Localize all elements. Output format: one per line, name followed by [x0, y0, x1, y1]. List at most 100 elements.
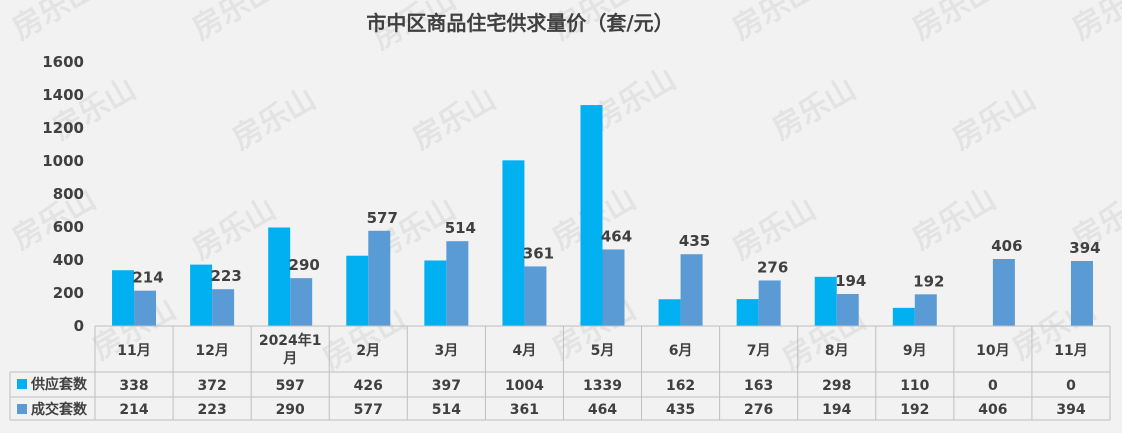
- bar-supply: [268, 227, 291, 326]
- table-cell-sales: 223: [197, 402, 226, 418]
- table-cell-supply: 0: [988, 378, 998, 394]
- bar-supply: [502, 160, 525, 326]
- table-cell-supply: 163: [744, 378, 773, 394]
- table-cell-supply: 426: [354, 378, 383, 394]
- table-cell-sales: 214: [119, 402, 148, 418]
- bar-supply: [580, 105, 603, 326]
- legend-label-sales: 成交套数: [31, 401, 88, 418]
- bar-sales: [992, 259, 1015, 326]
- category-label: 4月: [513, 343, 537, 359]
- table-cell-supply: 110: [900, 378, 929, 394]
- legend-key-sales: [17, 404, 27, 414]
- table-cell-sales: 276: [744, 402, 773, 418]
- legend-label-supply: 供应套数: [30, 376, 88, 393]
- bar-sales: [212, 289, 235, 326]
- bar-sales: [290, 278, 313, 326]
- category-label: 5月: [591, 343, 615, 359]
- table-cell-sales: 192: [900, 402, 929, 418]
- table-cell-sales: 394: [1056, 402, 1085, 418]
- y-tick-label: 1000: [42, 152, 84, 170]
- watermark-text: 房乐山: [1067, 0, 1122, 47]
- category-label: 3月: [434, 343, 458, 359]
- category-label: 2024年1 月: [259, 332, 322, 367]
- bar-supply: [736, 299, 759, 326]
- table-cell-sales: 361: [510, 402, 539, 418]
- bar-sales: [1070, 260, 1093, 326]
- bar-supply: [346, 255, 369, 326]
- category-label: 6月: [669, 343, 693, 359]
- category-label: 9月: [903, 343, 927, 359]
- bar-supply: [658, 299, 681, 326]
- data-label-sales: 276: [757, 258, 788, 276]
- y-tick-label: 1400: [42, 86, 84, 104]
- watermark-text: 房乐山: [407, 82, 502, 157]
- table-cell-supply: 372: [197, 378, 226, 394]
- bar-sales: [134, 290, 157, 326]
- bar-supply: [424, 260, 447, 326]
- table-cell-supply: 397: [432, 378, 461, 394]
- y-tick-label: 0: [74, 317, 84, 335]
- table-cell-supply: 298: [822, 378, 851, 394]
- data-label-sales: 394: [1069, 239, 1100, 257]
- category-label: 11月: [117, 343, 150, 359]
- table-cell-supply: 0: [1066, 378, 1076, 394]
- bar-supply: [112, 270, 135, 326]
- y-axis: 0 200 400 600 800 1000 1200 1400 1600: [42, 53, 84, 335]
- category-label: 12月: [195, 343, 228, 359]
- table-cell-supply: 1339: [583, 378, 622, 394]
- bar-sales: [524, 266, 547, 326]
- watermark-text: 房乐山: [7, 0, 102, 47]
- data-label-sales: 514: [445, 219, 476, 237]
- watermark-text: 房乐山: [227, 82, 322, 157]
- y-tick-label: 200: [53, 284, 84, 302]
- watermark-text: 房乐山: [767, 72, 862, 147]
- bar-sales: [680, 254, 703, 326]
- bar-sales: [602, 249, 625, 326]
- table-cell-supply: 597: [276, 378, 305, 394]
- data-label-sales: 361: [523, 244, 554, 262]
- data-label-sales: 435: [679, 232, 710, 250]
- bar-sales: [836, 293, 859, 326]
- bars: [112, 105, 1093, 326]
- data-table: 11月 12月 2024年1 月 2月 3月 4月 5月 6月 7月 8月 9月 10月 11月供应套数成…: [9, 325, 1111, 421]
- data-label-sales: 290: [289, 256, 320, 274]
- table-cell-sales: 464: [588, 402, 617, 418]
- y-tick-label: 1600: [42, 53, 84, 71]
- bar-supply: [814, 276, 837, 326]
- table-cell-sales: 406: [978, 402, 1007, 418]
- category-label: 11月: [1054, 343, 1087, 359]
- watermark-text: 房乐山: [907, 0, 1002, 47]
- category-label: 2月: [356, 343, 380, 359]
- bar-supply: [892, 307, 915, 326]
- table-cell-sales: 194: [822, 402, 851, 418]
- legend-key-supply: [17, 379, 27, 389]
- bar-supply: [190, 264, 213, 326]
- y-tick-label: 1200: [42, 119, 84, 137]
- data-label-sales: 192: [913, 272, 944, 290]
- table-cell-sales: 290: [276, 402, 305, 418]
- watermark-text: 房乐山: [727, 0, 822, 47]
- table-cell-supply: 338: [119, 378, 148, 394]
- watermark-text: 房乐山: [907, 182, 1002, 257]
- chart-title: 市中区商品住宅供求量价（套/元）: [366, 11, 673, 35]
- data-labels: 214 223 290 577 514 361 464 435 276 194 192 406 394: [132, 209, 1100, 291]
- table-cell-supply: 162: [666, 378, 695, 394]
- watermark-text: 房乐山: [187, 192, 282, 267]
- watermark-text: 房乐山: [947, 82, 1042, 157]
- data-label-sales: 214: [132, 269, 163, 287]
- category-label: 8月: [825, 343, 849, 359]
- category-label: 10月: [976, 343, 1009, 359]
- bar-sales: [446, 241, 469, 326]
- y-tick-label: 400: [53, 251, 84, 269]
- table-cell-sales: 514: [432, 402, 461, 418]
- data-label-sales: 577: [367, 209, 398, 227]
- bar-sales: [914, 294, 937, 326]
- table-cell-sales: 435: [666, 402, 695, 418]
- table-cell-sales: 577: [354, 402, 383, 418]
- watermark-text: 房乐山: [727, 192, 822, 267]
- y-tick-label: 600: [53, 218, 84, 236]
- data-label-sales: 194: [835, 272, 866, 290]
- data-label-sales: 223: [210, 267, 241, 285]
